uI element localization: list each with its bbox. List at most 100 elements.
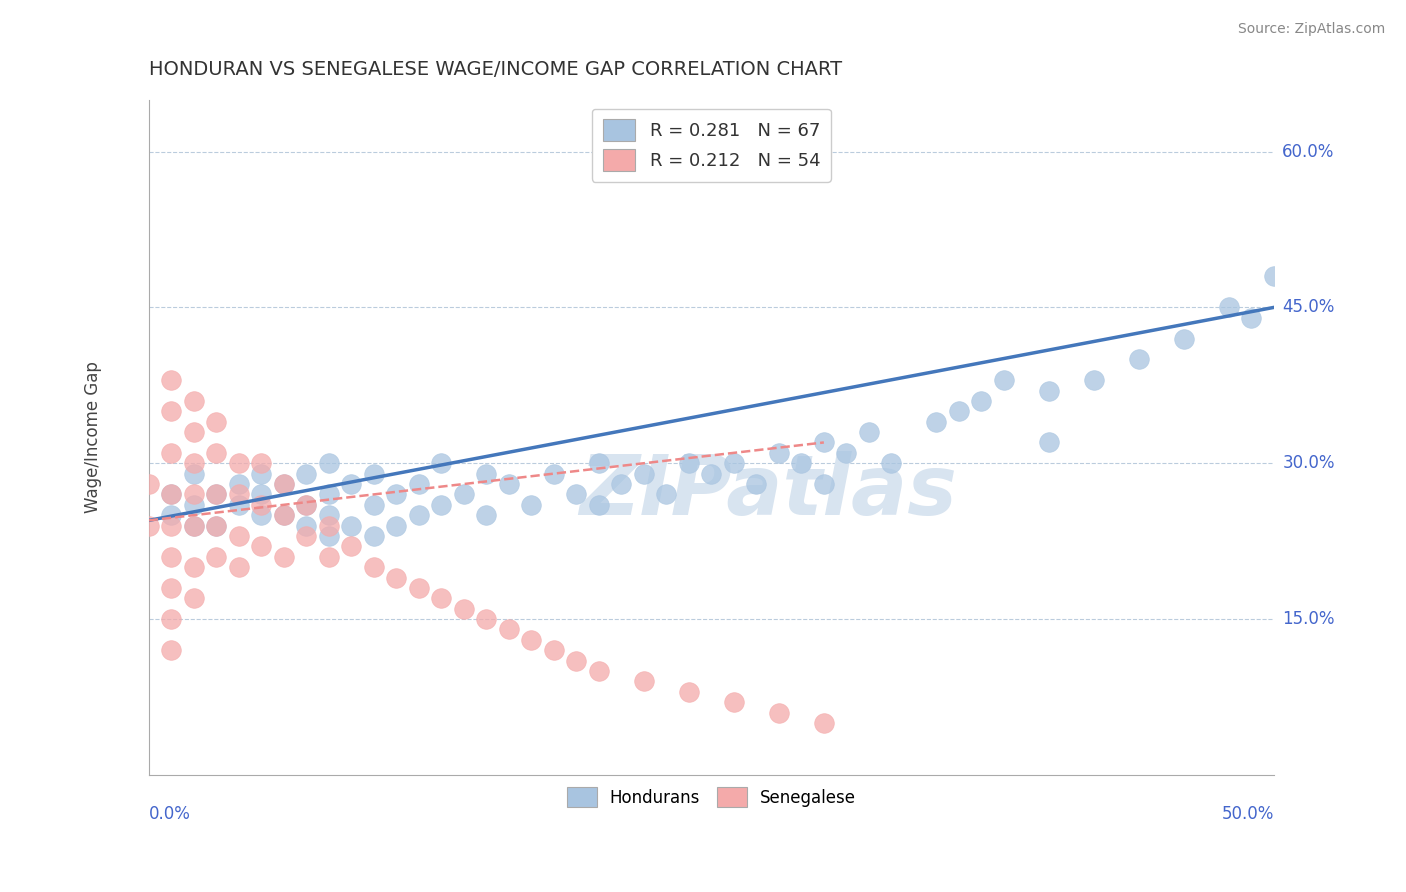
Text: 15.0%: 15.0%	[1282, 610, 1334, 628]
Text: 50.0%: 50.0%	[1222, 805, 1274, 823]
Point	[183, 425, 205, 439]
Point	[588, 664, 610, 678]
Point	[363, 498, 385, 512]
Point	[205, 415, 228, 429]
Point	[1263, 269, 1285, 284]
Point	[408, 508, 430, 523]
Point	[138, 518, 160, 533]
Point	[160, 581, 183, 595]
Point	[228, 529, 250, 543]
Point	[183, 518, 205, 533]
Point	[205, 518, 228, 533]
Point	[160, 518, 183, 533]
Point	[880, 456, 903, 470]
Point	[385, 518, 408, 533]
Point	[183, 498, 205, 512]
Point	[993, 373, 1015, 387]
Point	[205, 487, 228, 501]
Point	[295, 518, 318, 533]
Point	[543, 467, 565, 481]
Point	[970, 393, 993, 408]
Point	[925, 415, 948, 429]
Point	[318, 529, 340, 543]
Point	[768, 446, 790, 460]
Legend: Hondurans, Senegalese: Hondurans, Senegalese	[560, 780, 863, 814]
Point	[273, 508, 295, 523]
Point	[678, 456, 700, 470]
Point	[160, 446, 183, 460]
Point	[340, 477, 363, 491]
Point	[273, 549, 295, 564]
Point	[633, 674, 655, 689]
Point	[1083, 373, 1105, 387]
Point	[295, 498, 318, 512]
Point	[160, 487, 183, 501]
Point	[475, 612, 498, 626]
Point	[273, 477, 295, 491]
Point	[183, 467, 205, 481]
Point	[408, 581, 430, 595]
Point	[1128, 352, 1150, 367]
Text: 60.0%: 60.0%	[1282, 143, 1334, 161]
Point	[610, 477, 633, 491]
Point	[160, 508, 183, 523]
Point	[228, 477, 250, 491]
Point	[453, 601, 475, 615]
Point	[813, 716, 835, 731]
Point	[228, 560, 250, 574]
Point	[475, 467, 498, 481]
Point	[745, 477, 768, 491]
Point	[183, 518, 205, 533]
Point	[565, 487, 588, 501]
Point	[250, 467, 273, 481]
Point	[1038, 435, 1060, 450]
Point	[228, 487, 250, 501]
Point	[430, 456, 453, 470]
Point	[160, 487, 183, 501]
Point	[1038, 384, 1060, 398]
Point	[228, 498, 250, 512]
Point	[183, 393, 205, 408]
Point	[520, 632, 543, 647]
Point	[160, 643, 183, 657]
Point	[363, 560, 385, 574]
Point	[1218, 301, 1240, 315]
Point	[565, 654, 588, 668]
Point	[363, 467, 385, 481]
Point	[183, 456, 205, 470]
Point	[318, 508, 340, 523]
Point	[385, 570, 408, 584]
Point	[723, 456, 745, 470]
Point	[318, 518, 340, 533]
Point	[250, 540, 273, 554]
Point	[385, 487, 408, 501]
Point	[1240, 310, 1263, 325]
Point	[160, 549, 183, 564]
Point	[273, 508, 295, 523]
Point	[160, 612, 183, 626]
Point	[700, 467, 723, 481]
Point	[948, 404, 970, 418]
Point	[498, 623, 520, 637]
Point	[340, 540, 363, 554]
Point	[318, 456, 340, 470]
Point	[543, 643, 565, 657]
Text: HONDURAN VS SENEGALESE WAGE/INCOME GAP CORRELATION CHART: HONDURAN VS SENEGALESE WAGE/INCOME GAP C…	[149, 60, 842, 78]
Point	[655, 487, 678, 501]
Point	[678, 685, 700, 699]
Point	[205, 446, 228, 460]
Point	[205, 549, 228, 564]
Point	[295, 498, 318, 512]
Point	[453, 487, 475, 501]
Point	[318, 549, 340, 564]
Point	[183, 487, 205, 501]
Text: 0.0%: 0.0%	[149, 805, 191, 823]
Point	[250, 487, 273, 501]
Point	[273, 477, 295, 491]
Point	[813, 477, 835, 491]
Point	[723, 695, 745, 709]
Point	[588, 456, 610, 470]
Point	[430, 498, 453, 512]
Point	[430, 591, 453, 606]
Point	[295, 529, 318, 543]
